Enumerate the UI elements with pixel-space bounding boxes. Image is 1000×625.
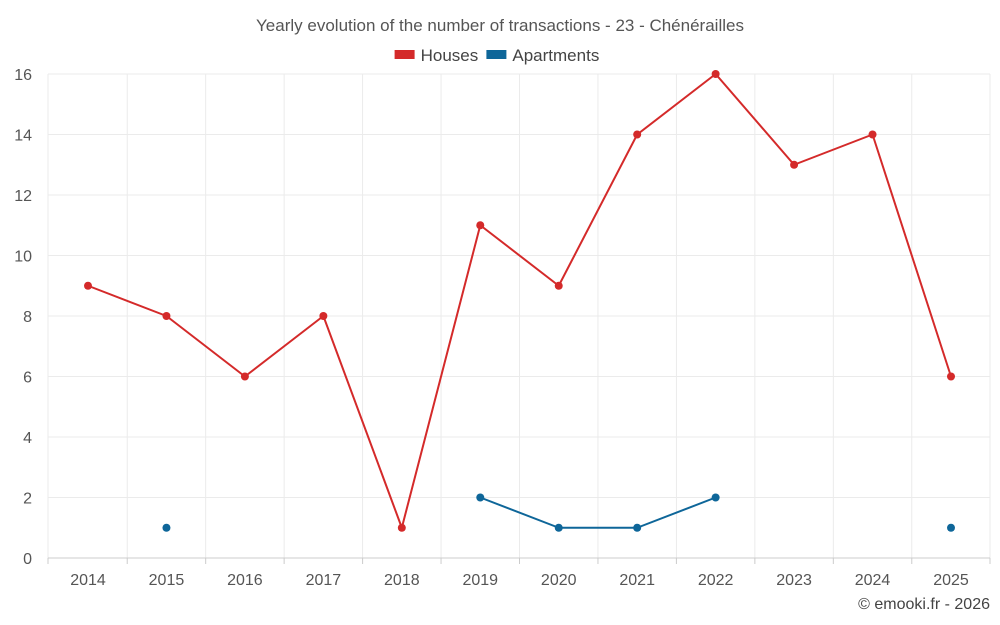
x-tick-label: 2022	[698, 572, 734, 589]
data-point-apartments[interactable]	[162, 523, 171, 532]
series-apartments	[162, 493, 955, 532]
x-tick-label: 2021	[619, 572, 655, 589]
legend-label-apartments: Apartments	[512, 46, 599, 65]
data-point-houses[interactable]	[868, 130, 877, 139]
x-tick-label: 2016	[227, 572, 263, 589]
y-tick-label: 12	[14, 188, 32, 205]
data-point-apartments[interactable]	[711, 493, 720, 502]
y-tick-label: 14	[14, 128, 32, 145]
y-tick-label: 2	[23, 491, 32, 508]
y-tick-label: 10	[14, 249, 32, 266]
data-point-houses[interactable]	[554, 281, 563, 290]
x-axis: 2014 2015 2016 2017 2018 2019 2020 2021 2022 2023…	[70, 572, 969, 589]
data-point-houses[interactable]	[240, 372, 249, 381]
legend-item-houses[interactable]: Houses	[394, 46, 479, 65]
data-point-apartments[interactable]	[633, 523, 642, 532]
data-point-houses[interactable]	[633, 130, 642, 139]
credit-text: © emooki.fr - 2026	[858, 596, 990, 613]
data-point-houses[interactable]	[84, 281, 92, 290]
x-tick-label: 2018	[384, 572, 420, 589]
data-point-houses[interactable]	[162, 312, 171, 320]
legend-label-houses: Houses	[421, 46, 479, 65]
y-axis: 0 2 4 6 8 10 12 14 16	[14, 67, 32, 568]
y-tick-label: 16	[14, 67, 32, 84]
series-line-houses	[87, 73, 952, 529]
data-point-houses[interactable]	[790, 160, 799, 169]
chart-title: Yearly evolution of the number of transa…	[256, 16, 744, 35]
data-point-apartments[interactable]	[554, 523, 563, 532]
x-tick-label: 2025	[933, 572, 969, 589]
y-tick-label: 0	[23, 551, 32, 568]
x-tick-label: 2023	[776, 572, 812, 589]
legend-item-apartments[interactable]: Apartments	[486, 46, 599, 65]
legend: Houses Apartments	[394, 46, 599, 65]
series-line-apartments	[479, 496, 717, 529]
series-houses	[84, 70, 955, 532]
x-tick-label: 2020	[541, 572, 577, 589]
data-point-houses[interactable]	[476, 221, 485, 230]
legend-swatch-apartments	[486, 50, 507, 59]
x-tick-label: 2017	[306, 572, 342, 589]
data-point-houses[interactable]	[947, 372, 955, 381]
legend-swatch-houses	[394, 50, 415, 59]
grid	[47, 73, 991, 564]
data-point-houses[interactable]	[319, 312, 328, 320]
y-tick-label: 8	[23, 309, 32, 326]
x-tick-label: 2014	[70, 572, 106, 589]
x-tick-label: 2019	[462, 572, 498, 589]
x-tick-label: 2024	[855, 572, 891, 589]
series-layer	[84, 70, 955, 532]
data-point-houses[interactable]	[397, 523, 406, 532]
y-tick-label: 6	[23, 370, 32, 387]
data-point-houses[interactable]	[711, 70, 720, 78]
y-tick-label: 4	[23, 430, 32, 447]
data-point-apartments[interactable]	[947, 523, 955, 532]
data-point-apartments[interactable]	[476, 493, 485, 502]
x-tick-label: 2015	[149, 572, 185, 589]
